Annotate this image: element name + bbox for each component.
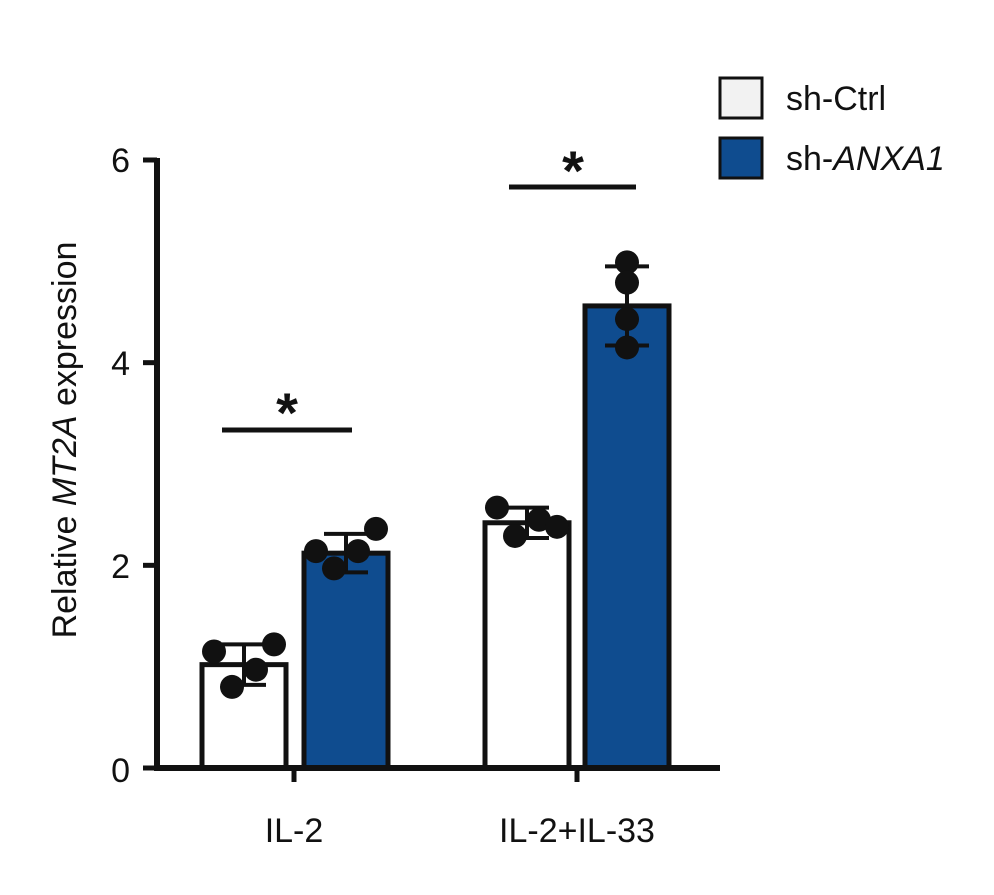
bar-sh-anxa1-il-2-il-33 [582,303,672,771]
data-point-sh-anxa1-il-2-il-33-3 [615,307,639,332]
legend-label-sh-anxa1-prefix: sh- [786,140,833,178]
legend-label-sh-anxa1-name: ANXA1 [831,140,945,178]
y-axis-title-part-2: expression [46,242,84,416]
y-tick-label-4: 4 [111,345,130,383]
data-point-sh-ctrl-il-2-2 [220,674,244,699]
data-point-sh-ctrl-il-2-il-33-4 [545,514,569,539]
x-category-label-il-2: IL-2 [265,812,324,850]
significance-star-il-2-il-33: * [562,139,584,202]
legend: sh-Ctrl sh-ANXA1 [718,76,945,180]
legend-label-sh-ctrl-name: Ctrl [833,80,886,118]
data-point-sh-anxa1-il-2-3 [346,539,370,564]
x-category-label-il-2-il-33: IL-2+IL-33 [499,812,655,850]
y-tick-label-6: 6 [111,142,130,180]
data-point-sh-anxa1-il-2-4 [364,516,388,541]
data-point-sh-ctrl-il-2-4 [262,632,286,657]
legend-swatch-sh-anxa1 [718,136,764,180]
data-point-sh-ctrl-il-2-il-33-2 [503,523,527,548]
legend-label-sh-ctrl: sh-Ctrl [786,80,886,118]
y-tick-label-0: 0 [111,752,130,790]
y-tick-label-2: 2 [111,548,130,586]
legend-label-sh-ctrl-prefix: sh- [786,80,833,118]
y-axis-title-part-1: Relative [46,506,84,638]
data-point-sh-ctrl-il-2-il-33-3 [527,507,551,532]
data-point-sh-anxa1-il-2-1 [304,539,328,564]
data-point-sh-ctrl-il-2-1 [202,639,226,664]
legend-swatch-sh-ctrl [718,76,764,120]
data-point-sh-ctrl-il-2-il-33-1 [485,495,509,520]
data-point-sh-anxa1-il-2-il-33-1 [615,250,639,275]
legend-label-sh-anxa1: sh-ANXA1 [786,140,945,178]
data-point-sh-anxa1-il-2-il-33-2 [615,270,639,295]
data-point-sh-anxa1-il-2-2 [322,556,346,581]
data-point-sh-ctrl-il-2-3 [244,657,268,682]
bar-sh-anxa1-il-2 [301,550,391,771]
bar-sh-ctrl-il-2-il-33 [482,520,572,771]
y-axis-title: Relative MT2A expression [46,242,84,639]
y-axis-title-gene: MT2A [46,415,84,506]
chart-marks [143,157,720,782]
significance-star-il-2: * [276,381,298,444]
data-point-sh-anxa1-il-2-il-33-4 [615,335,639,360]
